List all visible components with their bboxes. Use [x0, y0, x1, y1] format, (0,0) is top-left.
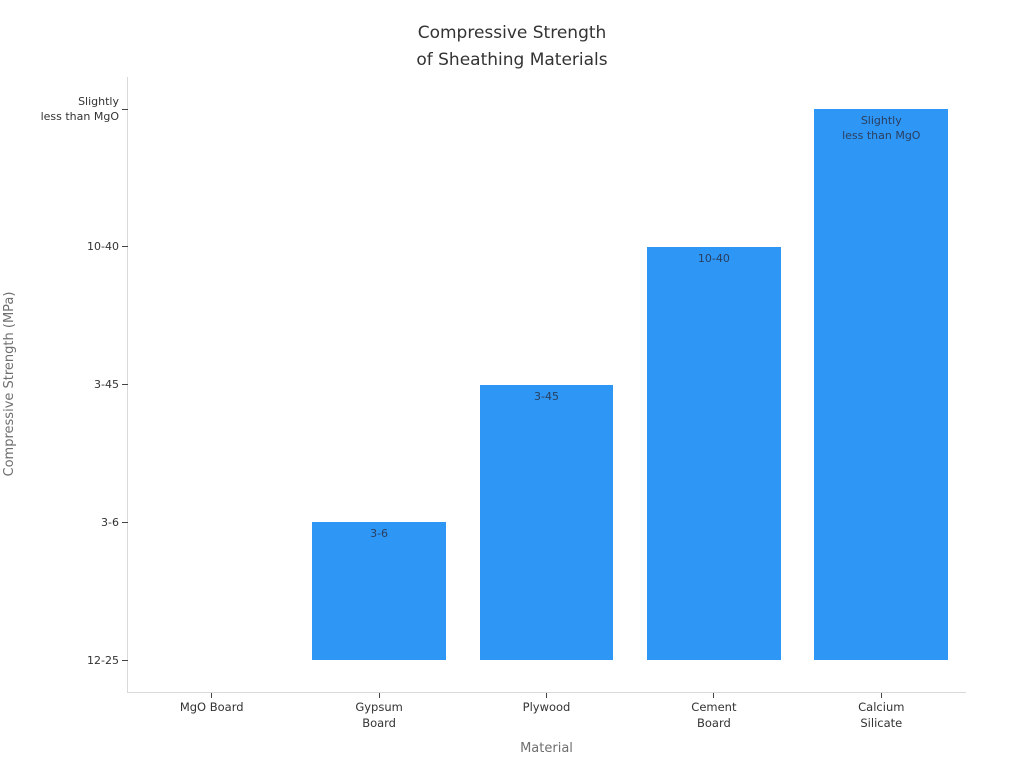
- y-tick-label-line-1: 3-6: [101, 515, 119, 529]
- y-tick-label: 10-40: [0, 239, 119, 254]
- x-tick-mark: [880, 693, 882, 698]
- chart-title-line-1: Compressive Strength: [417, 23, 607, 43]
- x-tick-mark: [546, 693, 547, 698]
- y-tick-mark: [122, 659, 128, 661]
- x-tick-label: Gypsum Board: [299, 700, 459, 731]
- bar-value-label: 10-40: [647, 251, 781, 266]
- y-tick-mark: [122, 108, 128, 110]
- y-tick-label: Slightly less than MgO: [0, 94, 119, 124]
- y-tick-label: 3-6: [0, 515, 119, 530]
- y-axis-title: Compressive Strength (MPa): [2, 291, 17, 477]
- chart-title-line-2: of Sheathing Materials: [416, 50, 608, 70]
- y-tick-mark: [122, 521, 128, 523]
- bar-value-label-line-1: 3-6: [370, 527, 389, 541]
- bar-calcium-silicate[interactable]: [814, 109, 949, 660]
- bar-cement-board[interactable]: [646, 246, 781, 660]
- y-tick-label-line-1: 10-40: [87, 240, 119, 254]
- y-tick-label: 3-45: [0, 377, 119, 392]
- bar-value-label: 3-6: [312, 526, 446, 541]
- x-tick-label: MgO Board: [132, 700, 292, 716]
- y-tick-mark: [122, 246, 128, 248]
- x-tick-label-line-1: Cement: [691, 700, 737, 714]
- x-tick-label: Plywood: [467, 700, 627, 716]
- x-tick-label-line-1: Calcium: [858, 700, 905, 714]
- y-tick-label-line-2: less than MgO: [40, 110, 119, 123]
- bar-value-label: Slightly less than MgO: [814, 113, 948, 143]
- bar-plywood[interactable]: [479, 384, 614, 660]
- x-tick-label-line-2: Board: [696, 715, 731, 730]
- x-axis-line: [127, 692, 966, 693]
- x-tick-label: Calcium Silicate: [801, 700, 961, 731]
- x-axis-title: Material: [520, 741, 573, 756]
- x-tick-label: Cement Board: [634, 700, 794, 731]
- x-tick-label-line-2: Board: [362, 715, 396, 730]
- x-tick-label-line-1: MgO Board: [179, 700, 244, 714]
- y-tick-label-line-1: 12-25: [87, 653, 119, 667]
- y-tick-label: 12-25: [0, 653, 119, 668]
- y-tick-mark: [122, 384, 128, 385]
- y-axis-line: [127, 77, 128, 693]
- x-tick-mark: [378, 693, 380, 698]
- bar-value-label-line-1: 10-40: [697, 251, 730, 265]
- x-tick-label-line-1: Gypsum: [355, 700, 403, 714]
- x-tick-label-line-2: Silicate: [860, 715, 903, 730]
- bar-gypsum-board[interactable]: [312, 522, 447, 660]
- bar-value-label: 3-45: [480, 389, 614, 404]
- bar-value-label-line-1: 3-45: [534, 389, 559, 403]
- chart-title: Compressive Strength of Sheathing Materi…: [0, 20, 1024, 74]
- x-tick-mark: [713, 693, 715, 698]
- x-tick-label-line-1: Plywood: [522, 700, 571, 714]
- y-tick-label-line-1: Slightly: [78, 95, 119, 108]
- y-tick-label-line-1: 3-45: [94, 378, 119, 391]
- bar-value-label-line-1: Slightly: [860, 114, 902, 127]
- bar-value-label-line-2: less than MgO: [842, 129, 921, 142]
- x-tick-mark: [211, 693, 213, 698]
